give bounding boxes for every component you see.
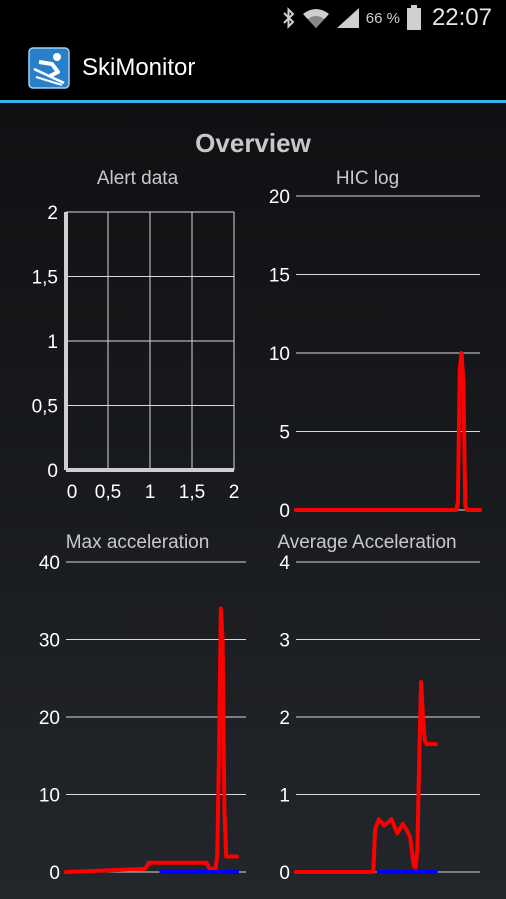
series-line-red <box>294 351 482 512</box>
battery-icon <box>406 5 421 30</box>
chart-title-max-acceleration: Max acceleration <box>65 532 210 553</box>
y-tick-label: 0 <box>47 461 58 482</box>
bluetooth-icon <box>283 7 295 29</box>
battery-percent: 66 % <box>365 9 400 27</box>
y-tick-label: 10 <box>269 344 290 365</box>
signal-icon <box>336 8 359 28</box>
y-tick-label: 2 <box>279 708 290 729</box>
x-tick-label: 0,5 <box>95 482 121 503</box>
y-tick-label: 4 <box>279 553 290 574</box>
y-tick-label: 15 <box>269 266 290 287</box>
y-tick-label: 0 <box>279 863 290 884</box>
x-tick-label: 0 <box>67 482 78 503</box>
y-tick-label: 0 <box>279 501 290 522</box>
y-tick-label: 0 <box>49 863 60 884</box>
action-bar-divider <box>0 100 506 103</box>
y-tick-label: 5 <box>279 423 290 444</box>
x-tick-label: 2 <box>229 482 240 503</box>
y-tick-label: 1 <box>47 332 58 353</box>
chart-title-hic-log: HIC log <box>335 168 400 189</box>
action-bar: SkiMonitor <box>0 36 506 100</box>
y-tick-label: 20 <box>39 708 60 729</box>
y-tick-label: 2 <box>47 203 58 224</box>
y-tick-label: 0,5 <box>32 397 58 418</box>
y-tick-label: 1 <box>279 786 290 807</box>
x-tick-label: 1,5 <box>179 482 205 503</box>
series-line-red <box>294 680 438 874</box>
series-line-red <box>64 606 239 874</box>
page-title: Overview <box>195 128 311 158</box>
y-tick-label: 40 <box>39 553 60 574</box>
y-tick-label: 20 <box>269 187 290 208</box>
status-bar: 66 % 22:07 <box>0 0 506 36</box>
y-tick-label: 30 <box>39 631 60 652</box>
chart-title-average-acceleration: Average Acceleration <box>277 532 457 553</box>
app-title: SkiMonitor <box>82 54 196 81</box>
skier-icon[interactable] <box>28 47 70 89</box>
wifi-icon <box>302 9 329 28</box>
y-tick-label: 3 <box>279 631 290 652</box>
status-clock: 22:07 <box>431 4 492 31</box>
y-tick-label: 1,5 <box>32 268 58 289</box>
x-tick-label: 1 <box>145 482 156 503</box>
y-tick-label: 10 <box>39 786 60 807</box>
chart-title-alert-data: Alert data <box>96 168 179 189</box>
